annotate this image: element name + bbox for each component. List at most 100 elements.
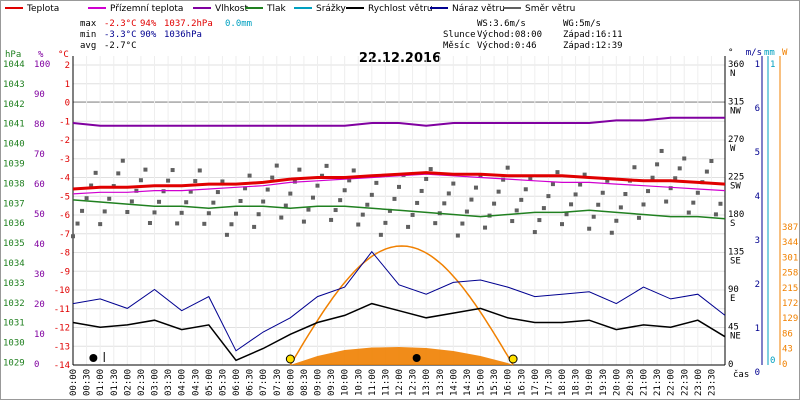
humidity-line bbox=[72, 116, 725, 127]
axis-dir-tick: S bbox=[730, 219, 735, 229]
axis-pct-tick: 90 bbox=[34, 90, 45, 100]
axis-ms-tick: 5 bbox=[755, 148, 760, 158]
wind-direction-point bbox=[143, 167, 148, 172]
wind-direction-point bbox=[383, 220, 388, 225]
wind-direction-point bbox=[614, 218, 619, 223]
axis-w-tick: 387 bbox=[782, 223, 798, 233]
axis-deg-tick: 315 bbox=[728, 98, 744, 108]
x-tick-label: 06:00 bbox=[232, 369, 242, 396]
axis-w-tick: 86 bbox=[782, 329, 793, 339]
wind-gust-line bbox=[72, 250, 726, 352]
wind-direction-point bbox=[229, 222, 234, 227]
axis-hpa-tick: 1039 bbox=[3, 160, 25, 170]
stats-min-label: min bbox=[80, 30, 96, 40]
wind-direction-point bbox=[605, 178, 610, 183]
axis-ms-tick: 2 bbox=[755, 280, 760, 290]
wind-direction-point bbox=[455, 233, 460, 238]
axis-pct-label: % bbox=[38, 50, 44, 60]
axis-hpa-tick: 1042 bbox=[3, 100, 25, 110]
x-tick-label: 00:00 bbox=[69, 369, 79, 396]
x-tick-label: 22:30 bbox=[680, 369, 690, 396]
radiation-area bbox=[290, 347, 514, 365]
wind-direction-point bbox=[310, 195, 315, 200]
axis-w-tick: 258 bbox=[782, 269, 798, 279]
wind-direction-point bbox=[161, 189, 166, 194]
wind-direction-point bbox=[324, 163, 329, 168]
axis-ms-tick: 6 bbox=[755, 104, 760, 114]
wind-direction-point bbox=[333, 208, 338, 213]
legend-label: Přízemní teplota bbox=[110, 4, 183, 14]
wind-direction-point bbox=[134, 188, 139, 193]
wind-direction-point bbox=[179, 210, 184, 215]
axis-degc-tick: -7 bbox=[59, 230, 70, 240]
wind-direction-point bbox=[387, 208, 392, 213]
axis-dir-tick: SW bbox=[730, 182, 741, 192]
wind-direction-point bbox=[704, 169, 709, 174]
wind-direction-point bbox=[71, 234, 75, 239]
x-tick-label: 22:00 bbox=[667, 369, 677, 396]
x-tick-label: 15:30 bbox=[490, 369, 500, 396]
wind-direction-point bbox=[397, 184, 401, 189]
axis-w-tick: 0 bbox=[782, 360, 787, 370]
wind-direction-point bbox=[116, 171, 121, 176]
axis-hpa-label: hPa bbox=[5, 50, 21, 60]
wind-direction-point bbox=[170, 168, 175, 173]
wind-direction-point bbox=[469, 197, 474, 202]
wind-direction-point bbox=[184, 200, 189, 205]
wind-direction-point bbox=[406, 224, 411, 229]
x-tick-label: 09:30 bbox=[327, 369, 337, 396]
x-axis-label: čas bbox=[733, 369, 749, 380]
wind-direction-point bbox=[356, 222, 361, 227]
axis-ms-tick: 0 bbox=[755, 368, 760, 378]
ground-temperature-line bbox=[72, 173, 726, 195]
wind-direction-point bbox=[668, 186, 673, 191]
axis-hpa-tick: 1035 bbox=[3, 239, 25, 249]
wind-direction-point bbox=[555, 170, 560, 175]
axis-dir-tick: SE bbox=[730, 257, 741, 267]
axis-w-tick: 129 bbox=[782, 314, 798, 324]
wind-direction-point bbox=[541, 206, 546, 211]
axis-ms-tick: 1 bbox=[755, 60, 760, 70]
x-tick-label: 16:00 bbox=[504, 369, 514, 396]
axis-hpa-tick: 1043 bbox=[3, 80, 25, 90]
x-tick-label: 15:00 bbox=[477, 369, 487, 396]
wind-direction-point bbox=[709, 158, 714, 163]
wind-direction-point bbox=[573, 192, 578, 197]
wind-direction-point bbox=[528, 176, 533, 181]
wind-direction-point bbox=[442, 201, 447, 206]
wind-direction-point bbox=[473, 185, 478, 190]
wind-direction-point bbox=[532, 230, 537, 235]
wind-direction-point bbox=[247, 173, 252, 178]
axis-hpa-tick: 1030 bbox=[3, 339, 25, 349]
axis-ms-label: m/s bbox=[746, 48, 762, 58]
wind-direction-point bbox=[514, 208, 519, 213]
wind-direction-point bbox=[623, 192, 628, 197]
wind-direction-point bbox=[215, 190, 220, 195]
axis-pct-tick: 50 bbox=[34, 210, 45, 220]
x-tick-label: 03:30 bbox=[164, 369, 174, 396]
axis-degc-tick: -5 bbox=[59, 192, 70, 202]
axis-mm-tick: 0 bbox=[770, 356, 775, 366]
x-tick-label: 09:00 bbox=[314, 369, 324, 396]
axis-hpa-tick: 1041 bbox=[3, 120, 25, 130]
wind-direction-point bbox=[641, 202, 646, 207]
axis-ms-tick: 4 bbox=[755, 192, 760, 202]
axis-pct-tick: 100 bbox=[34, 60, 50, 70]
wind-direction-point bbox=[636, 215, 641, 220]
wind-speed-line bbox=[72, 302, 726, 362]
wind-direction-point bbox=[274, 163, 279, 168]
legend-label: Vlhkost bbox=[215, 4, 248, 14]
axis-pct-tick: 80 bbox=[34, 120, 45, 130]
axis-degc-tick: -11 bbox=[54, 305, 70, 315]
x-tick-label: 08:00 bbox=[286, 369, 296, 396]
wind-direction-point bbox=[632, 165, 637, 170]
x-tick-label: 14:30 bbox=[463, 369, 473, 396]
wind-direction-point bbox=[107, 196, 112, 201]
wind-direction-point bbox=[98, 222, 103, 227]
x-tick-label: 07:00 bbox=[259, 369, 269, 396]
axis-dir-tick: N bbox=[730, 69, 735, 79]
moon-set-marker bbox=[412, 354, 421, 362]
axis-w-tick: 344 bbox=[782, 238, 798, 248]
wind-direction-point bbox=[496, 189, 501, 194]
